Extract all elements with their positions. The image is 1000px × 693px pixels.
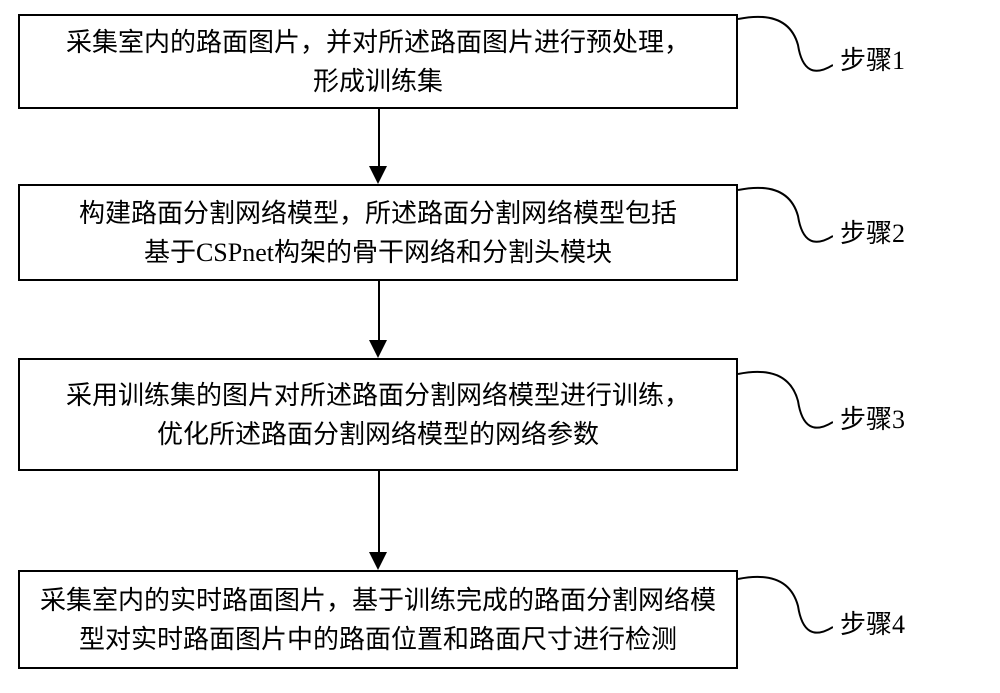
step-2-brace [738, 186, 833, 246]
step-2-line-1: 构建路面分割网络模型，所述路面分割网络模型包括 [79, 199, 677, 228]
step-3-brace [738, 370, 833, 432]
step-label-2: 步骤2 [840, 213, 905, 250]
step-1-line-2: 形成训练集 [313, 67, 443, 96]
step-4-brace [738, 575, 833, 637]
step-4-line-1: 采集室内的实时路面图片，基于训练完成的路面分割网络模 [40, 586, 716, 615]
step-label-1: 步骤1 [840, 40, 905, 77]
arrow-1-line [378, 109, 380, 166]
step-box-1: 采集室内的路面图片，并对所述路面图片进行预处理， 形成训练集 [18, 14, 738, 109]
arrow-3-line [378, 471, 380, 552]
arrow-1-head [369, 166, 387, 184]
arrow-3-head [369, 552, 387, 570]
step-2-line-2: 基于CSPnet构架的骨干网络和分割头模块 [144, 238, 612, 267]
step-label-3: 步骤3 [840, 399, 905, 436]
step-text-4: 采集室内的实时路面图片，基于训练完成的路面分割网络模 型对实时路面图片中的路面位… [40, 581, 716, 659]
step-text-1: 采集室内的路面图片，并对所述路面图片进行预处理， 形成训练集 [66, 23, 690, 101]
step-text-3: 采用训练集的图片对所述路面分割网络模型进行训练， 优化所述路面分割网络模型的网络… [66, 376, 690, 454]
step-1-brace [738, 15, 833, 75]
step-label-4: 步骤4 [840, 604, 905, 641]
step-box-4: 采集室内的实时路面图片，基于训练完成的路面分割网络模 型对实时路面图片中的路面位… [18, 570, 738, 669]
step-text-2: 构建路面分割网络模型，所述路面分割网络模型包括 基于CSPnet构架的骨干网络和… [79, 194, 677, 272]
arrow-2-line [378, 281, 380, 340]
step-3-line-1: 采用训练集的图片对所述路面分割网络模型进行训练， [66, 381, 690, 410]
step-box-3: 采用训练集的图片对所述路面分割网络模型进行训练， 优化所述路面分割网络模型的网络… [18, 358, 738, 471]
step-1-line-1: 采集室内的路面图片，并对所述路面图片进行预处理， [66, 28, 690, 57]
step-box-2: 构建路面分割网络模型，所述路面分割网络模型包括 基于CSPnet构架的骨干网络和… [18, 184, 738, 281]
step-4-line-2: 型对实时路面图片中的路面位置和路面尺寸进行检测 [79, 625, 677, 654]
step-3-line-2: 优化所述路面分割网络模型的网络参数 [157, 420, 599, 449]
arrow-2-head [369, 340, 387, 358]
